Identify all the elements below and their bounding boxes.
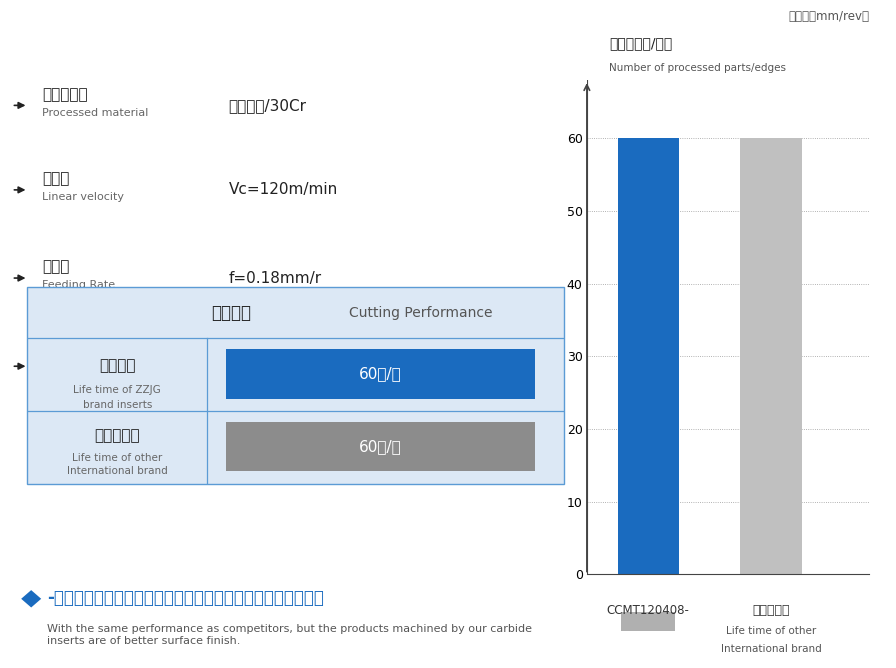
Text: 加工零件数/刀口: 加工零件数/刀口 (609, 36, 673, 50)
Text: 线速度: 线速度 (42, 172, 70, 186)
Text: 60件/刀: 60件/刀 (359, 440, 402, 454)
Text: Linear velocity: Linear velocity (42, 192, 125, 202)
Text: 案例分析: 案例分析 (54, 25, 103, 45)
Text: 国外某品牌: 国外某品牌 (94, 428, 140, 444)
Text: 精工寿命: 精工寿命 (99, 359, 135, 373)
Text: Cutting Depth: Cutting Depth (42, 369, 121, 379)
Text: -性能与竞争对手一致，我司产品加工出来的产品光洁度更好。: -性能与竞争对手一致，我司产品加工出来的产品光洁度更好。 (47, 589, 323, 607)
Bar (740, 138, 802, 574)
Text: Processed material: Processed material (42, 108, 149, 118)
Polygon shape (22, 590, 41, 607)
Text: 齿轮内孔/30Cr: 齿轮内孔/30Cr (228, 98, 306, 113)
Text: 进给量（mm/rev）: 进给量（mm/rev） (788, 10, 869, 23)
Text: 被加工材料: 被加工材料 (42, 87, 88, 102)
Bar (226, 349, 535, 399)
Text: 国外某品牌: 国外某品牌 (753, 604, 789, 617)
Text: International brand: International brand (720, 644, 822, 654)
Text: 60件/刀: 60件/刀 (359, 367, 402, 381)
Text: International brand: International brand (67, 466, 168, 476)
Text: With the same performance as competitors, but the products machined by our carbi: With the same performance as competitors… (47, 625, 531, 646)
Text: Case Analysis: Case Analysis (40, 58, 116, 68)
Bar (226, 422, 535, 472)
Text: 切削深度: 切削深度 (42, 348, 79, 363)
Text: Life time of other: Life time of other (726, 627, 816, 637)
Text: Cutting Performance: Cutting Performance (349, 306, 493, 320)
Text: CCMT120408-: CCMT120408- (607, 604, 690, 617)
Text: 切削性能: 切削性能 (211, 304, 251, 322)
Text: f=0.18mm/r: f=0.18mm/r (228, 271, 322, 285)
Bar (617, 138, 679, 574)
Text: brand inserts: brand inserts (82, 401, 152, 410)
Text: Number of processed parts/edges: Number of processed parts/edges (609, 63, 787, 73)
Bar (621, 612, 676, 631)
Text: Feeding Rate: Feeding Rate (42, 281, 116, 291)
Text: 进给量: 进给量 (42, 260, 70, 275)
Text: Life time of ZZJG: Life time of ZZJG (73, 385, 161, 395)
Text: Life time of other: Life time of other (72, 453, 162, 463)
Text: Vc=120m/min: Vc=120m/min (228, 182, 338, 197)
Text: ap=2.0mm: ap=2.0mm (228, 359, 314, 373)
